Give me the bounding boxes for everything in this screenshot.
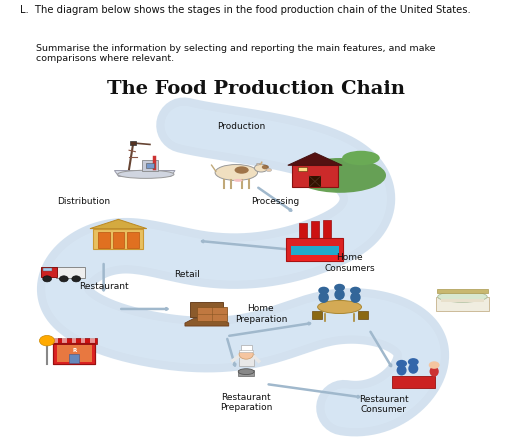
- FancyBboxPatch shape: [43, 268, 52, 271]
- Circle shape: [350, 287, 361, 294]
- Polygon shape: [185, 319, 229, 326]
- FancyBboxPatch shape: [357, 311, 368, 319]
- Ellipse shape: [408, 363, 418, 374]
- Title: The Food Production Chain: The Food Production Chain: [107, 80, 405, 98]
- FancyBboxPatch shape: [240, 350, 253, 352]
- FancyBboxPatch shape: [436, 297, 489, 311]
- Polygon shape: [288, 153, 342, 165]
- Circle shape: [72, 276, 80, 282]
- Text: Summarise the information by selecting and reporting the main features, and make: Summarise the information by selecting a…: [36, 44, 435, 63]
- FancyBboxPatch shape: [57, 345, 92, 362]
- FancyBboxPatch shape: [309, 176, 321, 187]
- Ellipse shape: [238, 369, 254, 374]
- Polygon shape: [90, 219, 147, 229]
- FancyBboxPatch shape: [298, 167, 308, 171]
- Text: L.  The diagram below shows the stages in the food production chain of the Unite: L. The diagram below shows the stages in…: [20, 5, 471, 15]
- FancyBboxPatch shape: [142, 160, 158, 171]
- Circle shape: [334, 284, 345, 291]
- Ellipse shape: [233, 179, 243, 182]
- FancyBboxPatch shape: [69, 354, 79, 363]
- Circle shape: [43, 276, 52, 282]
- Ellipse shape: [215, 164, 258, 180]
- Ellipse shape: [334, 289, 345, 300]
- Ellipse shape: [342, 151, 380, 165]
- FancyBboxPatch shape: [72, 338, 76, 344]
- Text: Restaurant
Preparation: Restaurant Preparation: [220, 393, 272, 412]
- FancyBboxPatch shape: [323, 220, 331, 238]
- FancyBboxPatch shape: [127, 233, 139, 249]
- Ellipse shape: [262, 165, 269, 169]
- Ellipse shape: [438, 291, 487, 302]
- Text: Restaurant: Restaurant: [79, 282, 129, 291]
- FancyBboxPatch shape: [51, 338, 97, 344]
- FancyBboxPatch shape: [53, 343, 95, 364]
- Ellipse shape: [430, 366, 439, 377]
- Circle shape: [396, 360, 407, 367]
- FancyBboxPatch shape: [292, 165, 338, 187]
- Circle shape: [408, 358, 419, 365]
- FancyBboxPatch shape: [437, 289, 488, 293]
- Text: Production: Production: [217, 122, 265, 131]
- Ellipse shape: [257, 163, 260, 165]
- FancyBboxPatch shape: [90, 338, 95, 344]
- FancyBboxPatch shape: [197, 307, 227, 322]
- FancyBboxPatch shape: [239, 354, 253, 366]
- Ellipse shape: [118, 170, 174, 179]
- FancyBboxPatch shape: [146, 163, 154, 167]
- FancyBboxPatch shape: [311, 222, 319, 238]
- FancyBboxPatch shape: [238, 370, 254, 376]
- FancyBboxPatch shape: [287, 238, 344, 261]
- Circle shape: [318, 287, 329, 294]
- FancyBboxPatch shape: [62, 338, 67, 344]
- Text: Home
Consumers: Home Consumers: [324, 253, 375, 272]
- FancyBboxPatch shape: [441, 299, 484, 302]
- FancyBboxPatch shape: [93, 229, 143, 249]
- Circle shape: [239, 350, 253, 359]
- FancyBboxPatch shape: [241, 345, 251, 351]
- FancyBboxPatch shape: [56, 267, 84, 278]
- FancyBboxPatch shape: [312, 311, 322, 319]
- FancyBboxPatch shape: [291, 246, 339, 258]
- FancyBboxPatch shape: [98, 233, 110, 249]
- Circle shape: [429, 361, 440, 369]
- Ellipse shape: [266, 169, 271, 171]
- Text: Processing: Processing: [251, 197, 300, 206]
- FancyBboxPatch shape: [298, 223, 307, 238]
- FancyBboxPatch shape: [291, 255, 339, 261]
- Ellipse shape: [318, 292, 329, 303]
- FancyBboxPatch shape: [190, 302, 223, 317]
- Text: Distribution: Distribution: [57, 197, 111, 206]
- FancyBboxPatch shape: [53, 338, 58, 344]
- Text: Retail: Retail: [174, 270, 200, 279]
- Ellipse shape: [317, 300, 361, 314]
- FancyBboxPatch shape: [41, 267, 57, 277]
- Ellipse shape: [254, 164, 268, 172]
- Ellipse shape: [350, 292, 360, 303]
- FancyBboxPatch shape: [113, 233, 124, 249]
- Polygon shape: [115, 171, 175, 176]
- FancyBboxPatch shape: [392, 376, 435, 388]
- FancyBboxPatch shape: [81, 338, 86, 344]
- Circle shape: [39, 335, 54, 346]
- Text: Home
Preparation: Home Preparation: [234, 304, 287, 324]
- Text: R: R: [72, 348, 76, 354]
- FancyBboxPatch shape: [131, 141, 136, 145]
- Ellipse shape: [294, 158, 386, 193]
- Ellipse shape: [234, 167, 249, 174]
- Text: Restaurant
Consumer: Restaurant Consumer: [359, 395, 409, 414]
- Circle shape: [59, 276, 68, 282]
- Ellipse shape: [397, 365, 407, 376]
